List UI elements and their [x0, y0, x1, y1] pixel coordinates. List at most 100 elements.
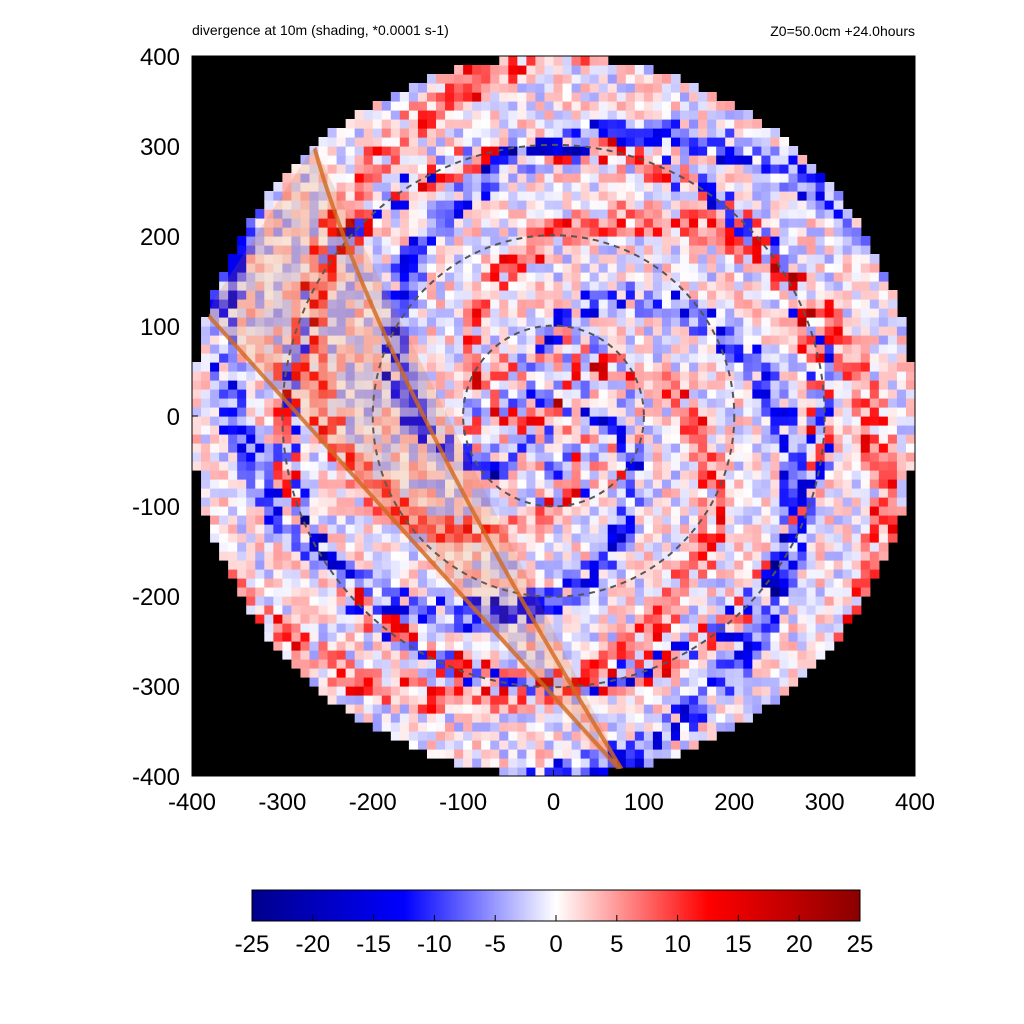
field-cell [408, 668, 419, 678]
field-cell [670, 191, 681, 201]
field-cell [743, 542, 753, 552]
field-cell [345, 200, 356, 210]
field-cell [580, 767, 591, 776]
field-cell [436, 587, 446, 597]
field-cell [517, 686, 527, 696]
field-cell [661, 488, 672, 498]
field-cell [689, 731, 699, 741]
field-cell [598, 209, 609, 219]
field-cell [752, 641, 762, 651]
field-cell [291, 389, 302, 399]
field-cell [761, 488, 771, 498]
field-cell [806, 263, 817, 273]
field-cell [472, 542, 482, 552]
field-cell [499, 506, 509, 516]
field-cell [689, 506, 699, 516]
field-cell [661, 686, 672, 696]
field-cell [345, 569, 356, 579]
field-cell [571, 137, 582, 147]
field-cell [869, 515, 880, 525]
field-cell [643, 83, 654, 93]
field-cell [788, 218, 799, 228]
field-cell [481, 155, 491, 165]
field-cell [553, 398, 564, 408]
field-cell [300, 182, 311, 192]
field-cell [625, 713, 636, 723]
field-cell [481, 461, 491, 471]
field-cell [490, 335, 500, 345]
field-cell [562, 668, 573, 678]
field-cell [454, 155, 464, 165]
field-cell [192, 452, 202, 462]
field-cell [237, 425, 247, 435]
field-cell [833, 263, 844, 273]
field-cell [318, 524, 329, 534]
field-cell [860, 254, 871, 264]
field-cell [580, 407, 591, 417]
field-cell [725, 173, 735, 183]
field-cell [625, 560, 636, 570]
field-cell [571, 173, 582, 183]
field-cell [680, 434, 690, 444]
field-cell [616, 704, 627, 714]
field-cell [625, 218, 636, 228]
field-cell [562, 155, 573, 165]
field-cell [228, 362, 238, 372]
field-cell [363, 596, 374, 606]
field-cell [643, 713, 654, 723]
field-cell [734, 695, 744, 705]
field-cell [625, 416, 636, 426]
field-cell [842, 389, 853, 399]
field-cell [625, 299, 636, 309]
field-cell [372, 191, 383, 201]
field-cell [327, 299, 338, 309]
field-cell [255, 488, 265, 498]
field-cell [273, 533, 283, 543]
field-cell [598, 596, 609, 606]
field-cell [842, 443, 853, 453]
field-cell [282, 623, 293, 633]
field-cell [842, 281, 853, 291]
field-cell [652, 677, 663, 687]
field-cell [589, 65, 600, 75]
field-cell [698, 227, 708, 237]
field-cell [436, 191, 446, 201]
field-cell [580, 344, 591, 354]
field-cell [327, 344, 338, 354]
field-cell [652, 398, 663, 408]
field-cell [562, 236, 573, 246]
field-cell [770, 587, 781, 597]
field-cell [390, 731, 401, 741]
field-cell [887, 434, 898, 444]
field-cell [634, 191, 645, 201]
field-cell [472, 578, 482, 588]
field-cell [255, 596, 265, 606]
field-cell [616, 686, 627, 696]
field-cell [589, 560, 600, 570]
field-cell [842, 254, 853, 264]
field-cell [707, 488, 717, 498]
field-cell [824, 479, 835, 489]
field-cell [372, 596, 383, 606]
field-cell [336, 128, 347, 138]
field-cell [408, 461, 419, 471]
field-cell [698, 173, 708, 183]
field-cell [652, 317, 663, 327]
field-cell [472, 236, 482, 246]
field-cell [246, 371, 256, 381]
field-cell [399, 398, 410, 408]
field-cell [589, 758, 600, 768]
field-cell [336, 407, 347, 417]
field-cell [779, 398, 790, 408]
field-cell [779, 623, 790, 633]
field-cell [607, 614, 618, 624]
field-cell [345, 515, 356, 525]
field-cell [472, 74, 482, 84]
field-cell [887, 488, 898, 498]
field-cell [508, 515, 518, 525]
field-cell [779, 452, 790, 462]
field-cell [761, 353, 771, 363]
field-cell [309, 281, 320, 291]
field-cell [761, 182, 771, 192]
field-cell [490, 83, 500, 93]
